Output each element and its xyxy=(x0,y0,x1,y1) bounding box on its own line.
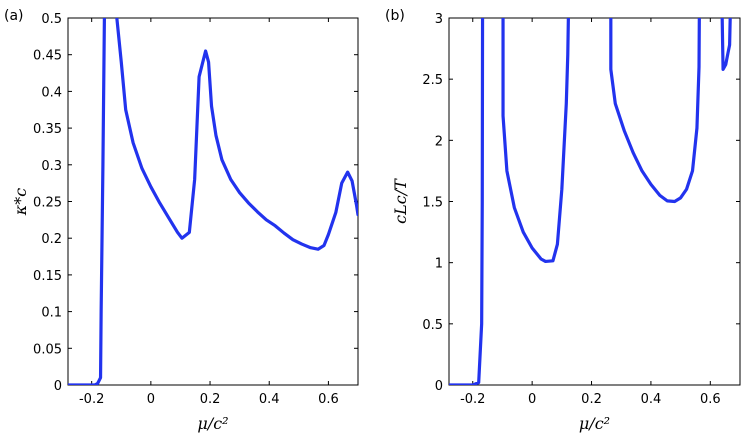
series-line-segment xyxy=(720,18,732,71)
y-axis-label: κ*c xyxy=(11,188,30,216)
x-tick-label: 0.4 xyxy=(259,392,280,407)
y-axis-label: cLc/T xyxy=(391,178,410,224)
y-tick-label: 0.2 xyxy=(41,232,62,247)
y-tick-label: 0 xyxy=(54,379,62,394)
panel-b: -0.2 0 0.2 0.4 0.6 0 0.5 1 1.5 2 2.5 3 μ/c² cLc/T (b) xyxy=(385,8,741,433)
y-tick-label: 1 xyxy=(435,257,443,272)
y-tick-label: 0.4 xyxy=(41,85,62,100)
x-tick-label: 0.6 xyxy=(318,392,339,407)
x-tick-label: 0.2 xyxy=(200,392,221,407)
series-lines xyxy=(449,18,732,385)
y-tick-label: 0.1 xyxy=(41,306,62,321)
y-tick-label: 0.45 xyxy=(33,49,62,64)
x-tick-label: 0 xyxy=(528,392,536,407)
panel-label: (b) xyxy=(385,8,405,24)
series-lines xyxy=(68,18,358,385)
x-axis-label: μ/c² xyxy=(579,414,610,433)
y-tick-label: 2.5 xyxy=(422,73,443,88)
y-tick-label: 2 xyxy=(435,134,443,149)
x-tick-label: -0.2 xyxy=(460,392,485,407)
y-tick-label: 0.5 xyxy=(422,318,443,333)
panel-label: (a) xyxy=(4,8,24,24)
panel-a: -0.2 0 0.2 0.4 0.6 0 0.05 0.1 0.15 0.2 0.25 0.3 0.35… xyxy=(4,8,359,433)
y-tick-label: 0.25 xyxy=(33,196,62,211)
y-tick-label: 0.05 xyxy=(33,342,62,357)
x-axis-label: μ/c² xyxy=(197,414,228,433)
y-tick-label: 0.35 xyxy=(33,122,62,137)
series-line-segment xyxy=(609,18,701,204)
x-tick-label: -0.2 xyxy=(79,392,104,407)
series-line-segment xyxy=(449,18,485,385)
y-tick-label: 0.15 xyxy=(33,269,62,284)
y-tick-label: 1.5 xyxy=(422,196,443,211)
plot-frame xyxy=(67,17,359,386)
series-line-segment xyxy=(68,18,107,385)
x-tick-label: 0 xyxy=(147,392,155,407)
y-tick-label: 3 xyxy=(435,12,443,27)
y-tick-label: 0.3 xyxy=(41,159,62,174)
x-tick-label: 0.4 xyxy=(641,392,662,407)
y-tick-label: 0 xyxy=(435,379,443,394)
series-line-segment xyxy=(115,18,358,251)
plot-frame xyxy=(448,17,741,386)
x-tick-label: 0.6 xyxy=(700,392,721,407)
series-line-segment xyxy=(501,18,570,264)
x-tick-label: 0.2 xyxy=(581,392,602,407)
y-tick-label: 0.5 xyxy=(41,12,62,27)
